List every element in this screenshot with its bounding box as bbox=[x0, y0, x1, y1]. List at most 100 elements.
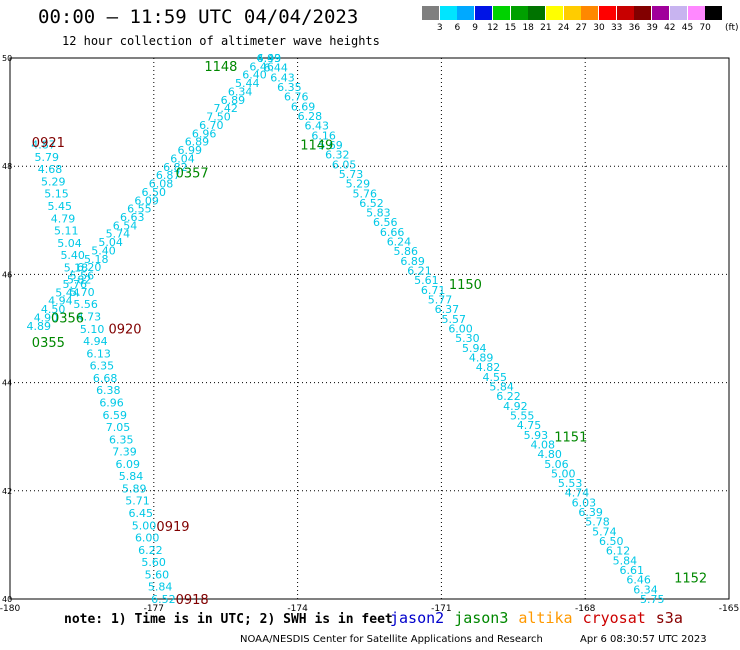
wave-height-value: 6.22 bbox=[138, 544, 163, 557]
wave-height-value: 6.32 bbox=[325, 149, 350, 162]
pass-time-label: 1152 bbox=[674, 571, 707, 586]
wave-height-value: 6.43 bbox=[305, 120, 330, 133]
wave-height-value: 6.40 bbox=[242, 69, 267, 82]
y-tick-label: 46 bbox=[2, 270, 12, 279]
wave-height-value: 6.34 bbox=[228, 85, 253, 98]
color-scale-label: 6 bbox=[454, 23, 461, 33]
wave-height-value: 6.00 bbox=[448, 323, 473, 336]
color-scale-label: 3 bbox=[436, 23, 443, 33]
wave-height-value: 5.45 bbox=[47, 200, 72, 213]
color-scale-label: 33 bbox=[610, 23, 623, 33]
wave-height-value: 6.04 bbox=[170, 152, 195, 165]
wave-height-value: 5.15 bbox=[44, 188, 69, 201]
wave-height-value: 6.52 bbox=[359, 197, 384, 210]
wave-height-value: 5.06 bbox=[544, 458, 569, 471]
wave-height-value: 6.59 bbox=[103, 409, 128, 422]
wave-height-value: 4.80 bbox=[537, 448, 562, 461]
wave-height-value: 4.74 bbox=[565, 487, 590, 500]
x-tick-label: -177 bbox=[144, 604, 164, 614]
color-scale-label: 70 bbox=[699, 23, 711, 33]
wave-height-value: 6.44 bbox=[263, 62, 288, 75]
wave-height-value: 6.89 bbox=[400, 255, 425, 268]
wave-height-value: 5.76 bbox=[62, 278, 87, 291]
x-tick-label: -180 bbox=[0, 604, 20, 614]
color-scale-label: 39 bbox=[646, 23, 658, 33]
wave-height-value: 5.94 bbox=[462, 342, 487, 355]
color-scale-label: 27 bbox=[575, 23, 588, 33]
wave-height-value: 6.87 bbox=[156, 169, 181, 182]
wave-height-value: 6.45 bbox=[128, 507, 153, 520]
pass-time-label: 1148 bbox=[204, 60, 237, 75]
plot-frame bbox=[9, 57, 730, 600]
satellite-legend-entry: jason3 bbox=[454, 609, 509, 627]
wave-height-value: 4.82 bbox=[476, 361, 501, 374]
wave-height-value: 6.13 bbox=[86, 347, 111, 360]
wave-height-value: 5.60 bbox=[141, 556, 166, 569]
wave-height-value: 6.43 bbox=[270, 71, 295, 84]
wave-height-value: 6.50 bbox=[599, 535, 624, 548]
wave-height-value: 6.99 bbox=[178, 144, 203, 157]
color-scale-swatch bbox=[439, 6, 457, 20]
wave-height-value: 5.75 bbox=[640, 593, 665, 606]
wave-height-value: 5.70 bbox=[70, 286, 95, 299]
wave-height-value: 7.50 bbox=[206, 111, 231, 124]
wave-height-value: 7.05 bbox=[106, 421, 131, 434]
color-scale-label: 36 bbox=[628, 23, 641, 33]
chart-subtitle: 12 hour collection of altimeter wave hei… bbox=[62, 34, 380, 48]
wave-height-value: 6.08 bbox=[149, 178, 174, 191]
wave-height-value: 6.55 bbox=[127, 203, 152, 216]
wave-height-value: 4.50 bbox=[41, 303, 66, 316]
color-scale-label: 12 bbox=[487, 23, 499, 33]
wave-height-value: 5.11 bbox=[54, 225, 79, 238]
color-scale-swatch bbox=[422, 6, 439, 20]
wave-height-value: 5.10 bbox=[80, 323, 105, 336]
wave-height-value: 6.96 bbox=[192, 127, 217, 140]
color-scale-swatch bbox=[545, 6, 563, 20]
pass-time-label: 0918 bbox=[176, 593, 209, 608]
color-scale-label: 18 bbox=[522, 23, 534, 33]
wave-height-value: 6.35 bbox=[109, 433, 134, 446]
wave-height-value: 6.61 bbox=[620, 564, 645, 577]
pass-time-label: 0356 bbox=[51, 312, 84, 327]
wave-height-value: 6.66 bbox=[380, 226, 405, 239]
wave-height-value: 6.28 bbox=[298, 110, 323, 123]
wave-height-value: 4.94 bbox=[83, 335, 108, 348]
wave-height-value: 6.50 bbox=[142, 186, 167, 199]
wave-height-value: 6.05 bbox=[332, 158, 357, 171]
wave-height-value: 5.73 bbox=[339, 168, 364, 181]
wave-height-value: 5.55 bbox=[510, 409, 535, 422]
wave-height-value: 6.68 bbox=[93, 372, 118, 385]
wave-height-value: 5.76 bbox=[352, 187, 377, 200]
wave-height-value: 5.18 bbox=[84, 253, 109, 266]
pass-time-label: 1150 bbox=[449, 278, 482, 293]
y-tick-label: 44 bbox=[2, 379, 12, 388]
color-scale-label: 15 bbox=[504, 23, 517, 33]
generated-timestamp: Apr 6 08:30:57 UTC 2023 bbox=[580, 634, 707, 645]
wave-height-value: 5.30 bbox=[455, 332, 480, 345]
pass-time-label: 0355 bbox=[32, 336, 65, 351]
color-scale-label: 30 bbox=[593, 23, 605, 33]
wave-height-value: 6.69 bbox=[291, 100, 316, 113]
chart-title: 00:00 – 11:59 UTC 04/04/2023 bbox=[38, 6, 359, 28]
wave-height-value: 4.89 bbox=[469, 351, 494, 364]
wave-height-value: 6.00 bbox=[135, 532, 160, 545]
credit-line: NOAA/NESDIS Center for Satellite Applica… bbox=[240, 634, 543, 645]
wave-height-value: 6.82 bbox=[163, 161, 188, 174]
wave-height-value: 6.09 bbox=[134, 194, 159, 207]
wave-height-value: 6.12 bbox=[606, 545, 631, 558]
wave-height-value: 6.21 bbox=[407, 265, 432, 278]
wave-height-value: 7.39 bbox=[112, 446, 137, 459]
color-scale-label: 24 bbox=[557, 23, 570, 33]
wave-height-value: 5.69 bbox=[318, 139, 343, 152]
wave-height-value: 4.75 bbox=[517, 419, 542, 432]
wave-height-value: 5.89 bbox=[122, 482, 147, 495]
wave-height-value: 5.84 bbox=[613, 554, 638, 567]
wave-height-value: 6.20 bbox=[77, 261, 102, 274]
wave-height-value: 5.86 bbox=[394, 245, 419, 258]
color-scale-swatch bbox=[599, 6, 616, 20]
color-scale-label: 45 bbox=[681, 23, 694, 33]
wave-height-value: 4.79 bbox=[51, 212, 76, 225]
color-scale-swatch bbox=[634, 6, 652, 20]
wave-height-value: 6.70 bbox=[199, 119, 224, 132]
